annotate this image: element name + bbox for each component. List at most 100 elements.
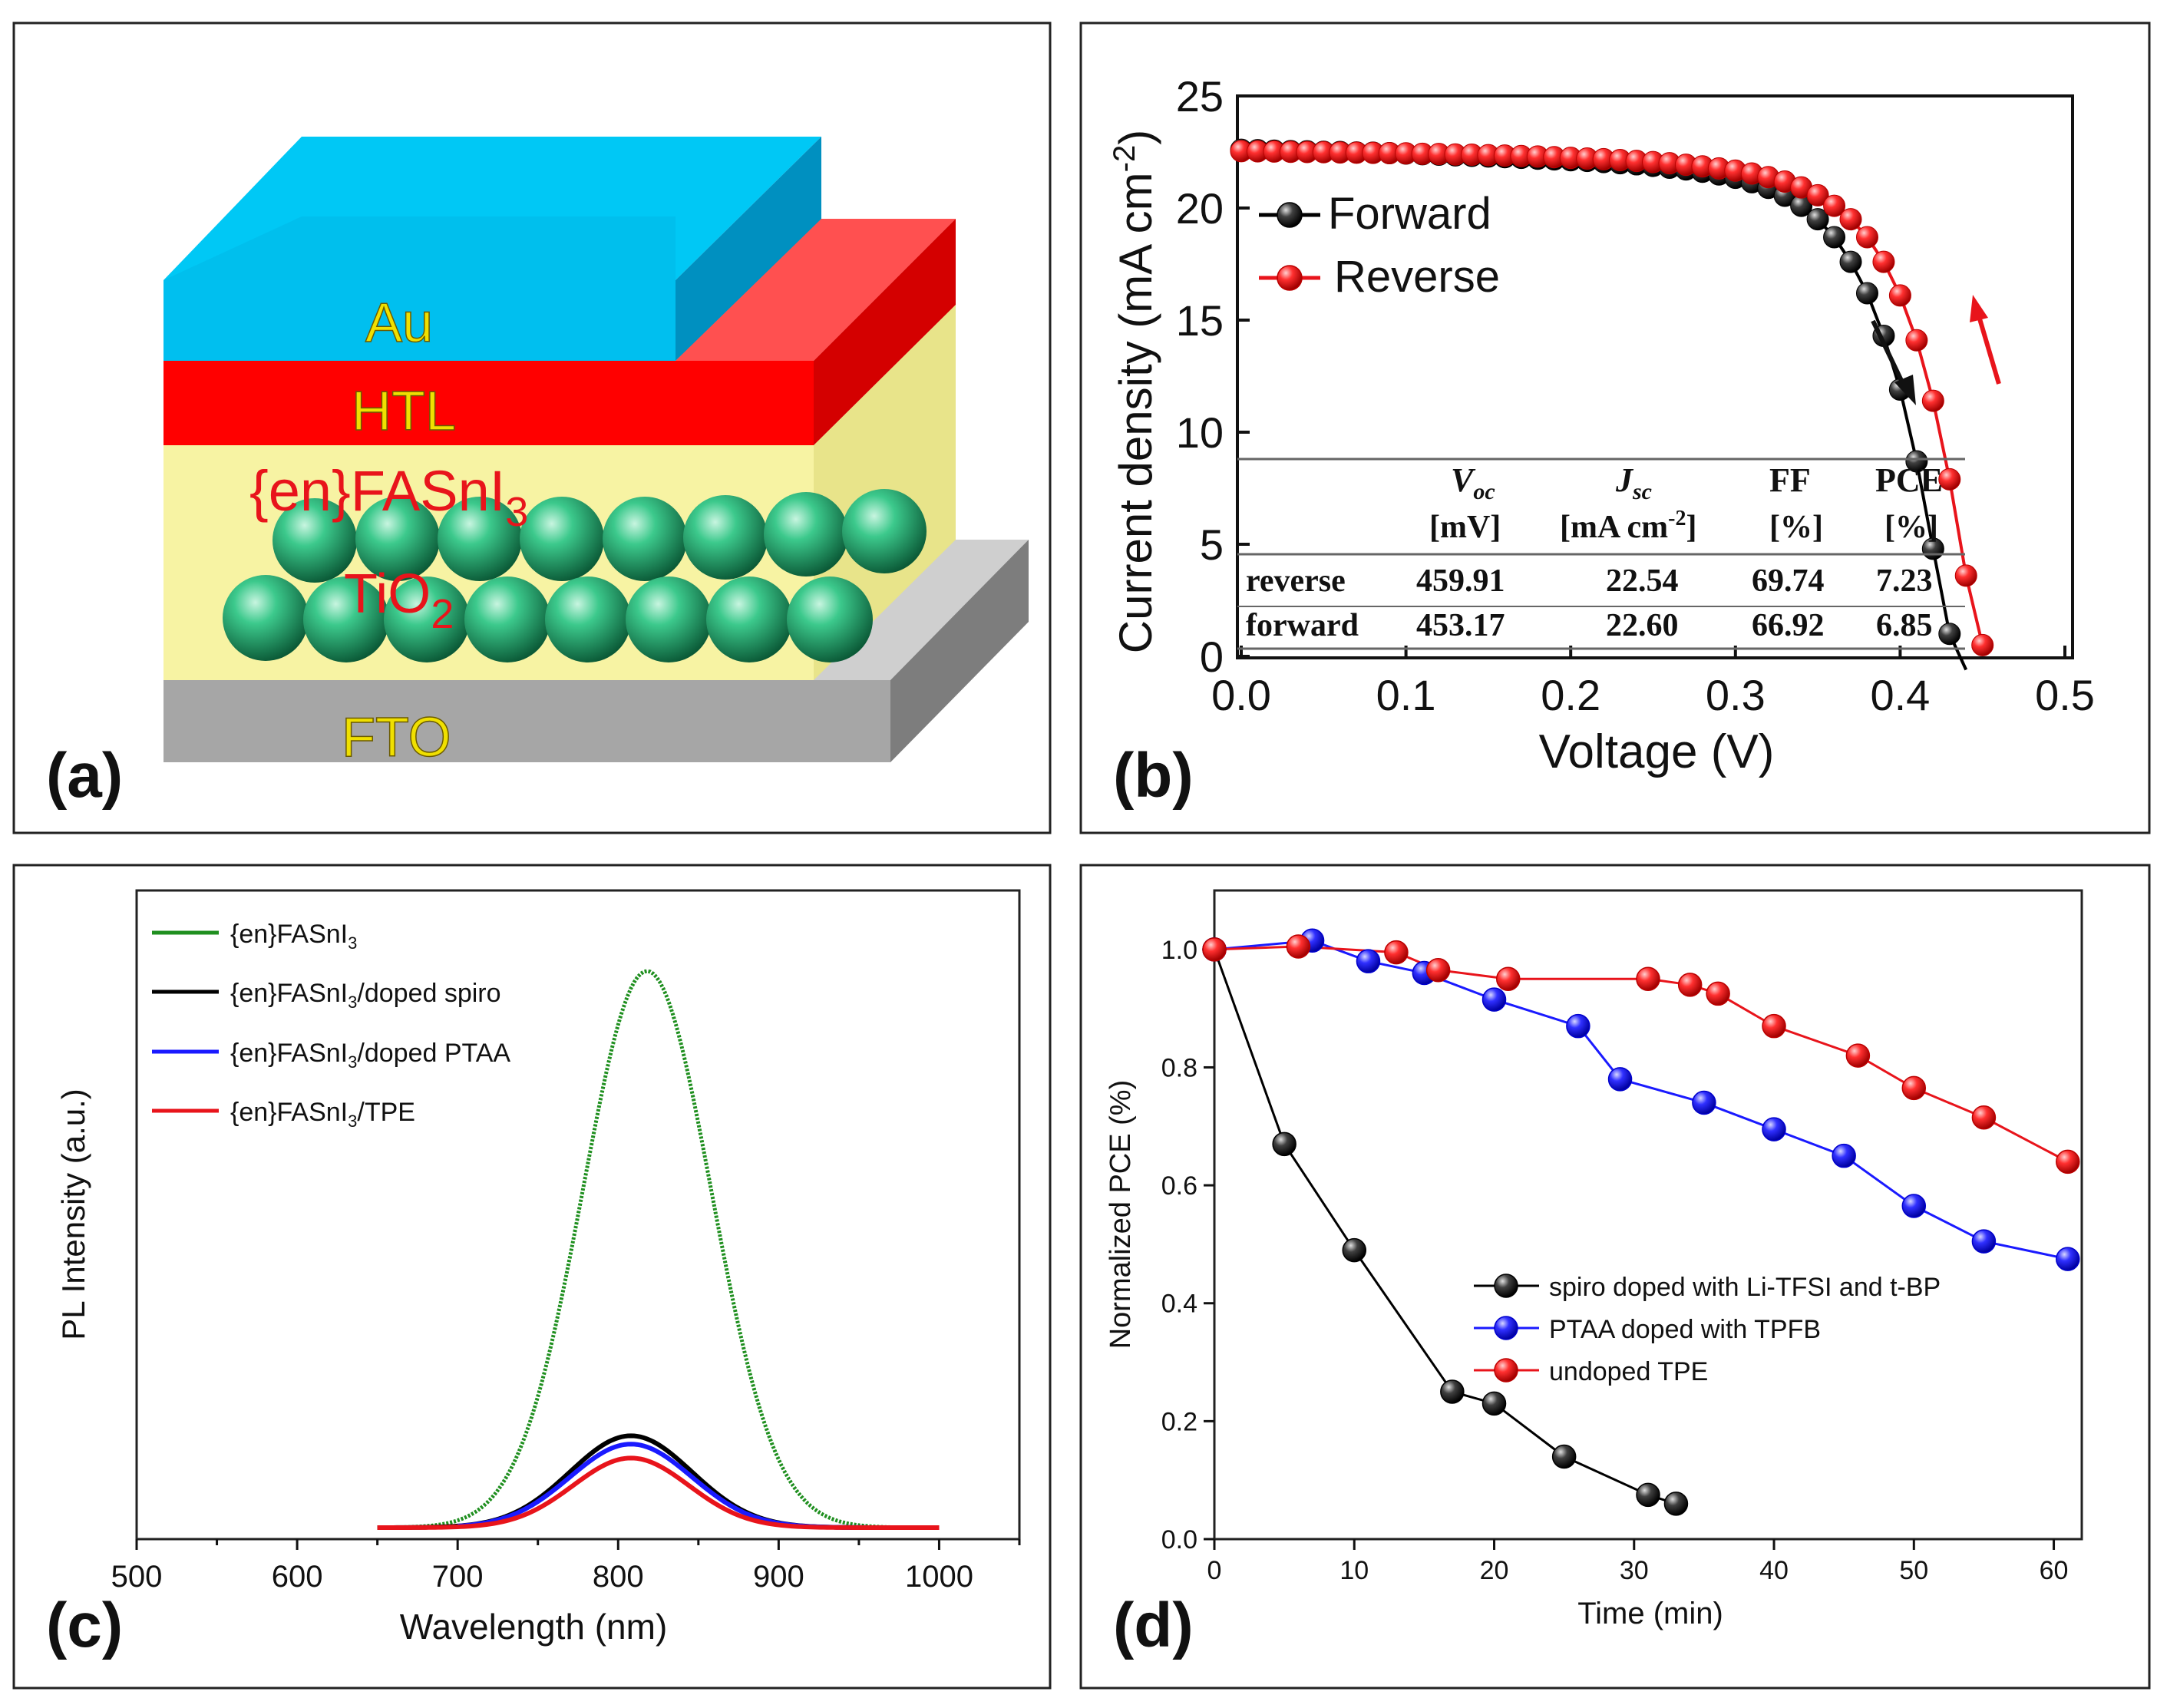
d-point-1-5 bbox=[1566, 1013, 1590, 1039]
d-point-2-11 bbox=[1971, 1105, 1997, 1130]
d-point-1-2 bbox=[1356, 949, 1381, 973]
tio2-sphere-8 bbox=[223, 575, 309, 661]
table-row-reverse-ff: 69.74 bbox=[1752, 563, 1825, 599]
table-row-forward-pce: 6.85 bbox=[1876, 608, 1933, 643]
tio2-sphere-11 bbox=[464, 576, 550, 662]
legend-d-label-0: spiro doped with Li-TFSI and t-BP bbox=[1549, 1273, 1941, 1302]
legend-forward-marker bbox=[1277, 202, 1303, 228]
tio2-sphere-9 bbox=[303, 576, 389, 662]
b-point-forward-41 bbox=[1905, 450, 1928, 473]
panel-b: 0.0 0.1 0.2 0.3 0.4 0.5 0 5 10 15 20 25 Forward Rev… bbox=[1079, 21, 2151, 834]
tio2-sphere-14 bbox=[706, 576, 792, 662]
d-ytick-label-4: 0.8 bbox=[1161, 1053, 1197, 1082]
b-point-forward-38 bbox=[1855, 282, 1878, 305]
d-ytick-label-1: 0.2 bbox=[1161, 1407, 1197, 1436]
d-point-0-1 bbox=[1272, 1132, 1297, 1157]
d-point-1-9 bbox=[1832, 1143, 1856, 1168]
legend-d-marker-2 bbox=[1494, 1358, 1518, 1383]
legend-c-label-3: {en}FASnI3/TPE bbox=[230, 1098, 415, 1131]
b-xtick-label-3: 0.3 bbox=[1706, 671, 1766, 719]
tio2-sphere-13 bbox=[626, 576, 712, 662]
legend-d-marker-0 bbox=[1494, 1274, 1518, 1298]
d-point-2-7 bbox=[1706, 981, 1730, 1006]
fto-label: FTO bbox=[342, 707, 451, 768]
d-point-2-2 bbox=[1384, 940, 1409, 965]
b-point-reverse-39 bbox=[1872, 250, 1895, 273]
d-point-2-8 bbox=[1762, 1013, 1786, 1039]
d-xtick-label-1: 10 bbox=[1339, 1556, 1369, 1585]
plot-c-axes: 500 600 700 800 900 1000 bbox=[111, 1539, 1021, 1594]
plot-c-xlabel: Wavelength (nm) bbox=[400, 1607, 668, 1647]
d-point-0-4 bbox=[1481, 1391, 1507, 1416]
plot-b-series bbox=[1230, 138, 1994, 671]
panel-a: Au HTL {en}FASnI3 TiO2 FTO (a) bbox=[12, 21, 1052, 834]
d-point-1-4 bbox=[1481, 987, 1507, 1012]
table-row-forward-voc: 453.17 bbox=[1416, 608, 1505, 643]
table-unit-pce: [%] bbox=[1884, 510, 1938, 545]
table-row-reverse-jsc: 22.54 bbox=[1606, 563, 1679, 599]
panel-b-label: (b) bbox=[1113, 741, 1194, 811]
table-header-jsc: Jsc bbox=[1615, 461, 1652, 504]
table-row-reverse-name: reverse bbox=[1246, 563, 1346, 599]
table-header-pce: PCE bbox=[1875, 461, 1943, 499]
tio2-sphere-6 bbox=[764, 492, 848, 576]
b-point-reverse-44 bbox=[1954, 564, 1977, 587]
htl-layer bbox=[164, 219, 956, 445]
tio2-sphere-3 bbox=[520, 497, 604, 581]
b-xtick-label-2: 0.2 bbox=[1541, 671, 1600, 719]
legend-d-marker-1 bbox=[1494, 1316, 1518, 1340]
plot-b-ylabel: Current density (mA cm-2) bbox=[1108, 130, 1161, 653]
d-point-0-2 bbox=[1342, 1237, 1367, 1263]
b-point-reverse-35 bbox=[1806, 183, 1829, 206]
c-xtick-label-2: 700 bbox=[432, 1560, 484, 1594]
c-xtick-label-0: 500 bbox=[111, 1560, 163, 1594]
tio2-sphere-15 bbox=[787, 576, 873, 662]
tio2-sphere-0 bbox=[273, 498, 357, 583]
plot-d-legend: spiro doped with Li-TFSI and t-BP PTAA d… bbox=[1474, 1273, 1941, 1386]
d-xtick-label-2: 20 bbox=[1480, 1556, 1509, 1585]
c-xtick-label-1: 600 bbox=[272, 1560, 323, 1594]
d-point-1-8 bbox=[1762, 1117, 1786, 1141]
table-row-forward-jsc: 22.60 bbox=[1606, 608, 1679, 643]
plot-d-xlabel: Time (min) bbox=[1577, 1597, 1723, 1630]
b-point-forward-35 bbox=[1806, 208, 1829, 231]
htl-label: HTL bbox=[352, 381, 456, 442]
b-ytick-label-3: 15 bbox=[1176, 296, 1224, 345]
tio2-nanoparticles bbox=[223, 489, 927, 662]
tio2-sphere-7 bbox=[842, 489, 927, 573]
tio2-sphere-10 bbox=[384, 576, 470, 662]
b-xtick-label-4: 0.4 bbox=[1870, 671, 1930, 719]
scan-arrows bbox=[1871, 295, 2001, 405]
panel-b-frame bbox=[1079, 21, 2151, 834]
d-point-0-7 bbox=[1663, 1492, 1689, 1516]
plot-c-ylabel: PL Intensity (a.u.) bbox=[55, 1089, 91, 1340]
legend-c-label-2: {en}FASnI3/doped PTAA bbox=[230, 1039, 510, 1072]
d-point-1-6 bbox=[1607, 1067, 1633, 1092]
d-point-2-3 bbox=[1425, 957, 1451, 983]
legend-d-label-2: undoped TPE bbox=[1549, 1357, 1708, 1386]
d-point-2-0 bbox=[1202, 937, 1227, 962]
d-xtick-label-3: 30 bbox=[1620, 1556, 1649, 1585]
table-row-forward-ff: 66.92 bbox=[1752, 608, 1825, 643]
b-point-forward-37 bbox=[1839, 250, 1862, 273]
d-point-1-10 bbox=[1901, 1194, 1927, 1218]
d-point-2-12 bbox=[2056, 1149, 2080, 1174]
plot-d-ylabel: Normalized PCE (%) bbox=[1105, 1080, 1137, 1350]
plot-d-axes: 0 10 20 30 40 50 60 0.0 0.2 0.4 0.6 0.8 1.0 bbox=[1161, 936, 2069, 1585]
table-unit-voc: [mV] bbox=[1429, 510, 1501, 545]
panel-c-label: (c) bbox=[46, 1591, 123, 1660]
legend-reverse-marker bbox=[1277, 265, 1303, 291]
d-point-1-7 bbox=[1692, 1090, 1716, 1115]
b-point-forward-43 bbox=[1938, 623, 1961, 646]
d-point-2-1 bbox=[1286, 934, 1311, 959]
table-header-ff: FF bbox=[1769, 461, 1811, 499]
table-row-reverse-pce: 7.23 bbox=[1876, 563, 1933, 599]
forward-arrow bbox=[1871, 319, 1906, 387]
d-point-2-10 bbox=[1901, 1075, 1927, 1101]
b-ytick-label-0: 0 bbox=[1200, 633, 1224, 681]
panel-a-frame bbox=[12, 21, 1052, 834]
d-point-2-5 bbox=[1636, 966, 1660, 991]
b-ytick-label-1: 5 bbox=[1200, 520, 1224, 569]
table-header-voc: Voc bbox=[1451, 461, 1495, 504]
